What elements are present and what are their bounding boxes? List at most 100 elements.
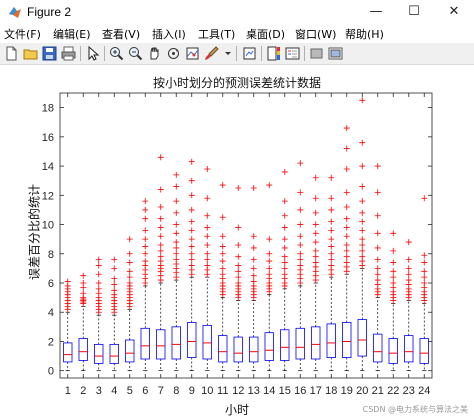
- zoom-out-icon[interactable]: [127, 45, 144, 62]
- open-folder-icon[interactable]: [22, 45, 39, 62]
- outlier-marker: [204, 195, 211, 202]
- menu-insert[interactable]: 插入(I): [152, 28, 186, 41]
- outlier-marker: [359, 198, 366, 205]
- box-group-hour-7: [156, 154, 166, 372]
- outlier-marker: [359, 163, 366, 170]
- x-tick-label: 5: [127, 385, 133, 397]
- box-group-hour-20: [357, 97, 367, 372]
- outlier-marker: [250, 265, 257, 272]
- outlier-marker: [188, 177, 195, 184]
- outlier-marker: [235, 224, 242, 231]
- window-title: Figure 2: [27, 5, 72, 19]
- outlier-marker: [250, 272, 257, 279]
- outlier-marker: [405, 265, 412, 272]
- show-plot-tools-icon[interactable]: [327, 45, 344, 62]
- outlier-marker: [142, 243, 149, 250]
- outlier-marker: [235, 274, 242, 281]
- iqr-box: [78, 338, 88, 361]
- outlier-marker: [219, 243, 226, 250]
- box-group-hour-23: [404, 239, 414, 372]
- x-tick-label: 16: [294, 385, 306, 397]
- outlier-marker: [142, 236, 149, 243]
- window-titlebar[interactable]: Figure 2 — ☐ ✕: [0, 0, 474, 24]
- outlier-marker: [421, 252, 428, 259]
- brush-icon[interactable]: [203, 45, 220, 62]
- menu-file[interactable]: 文件(F): [4, 28, 41, 41]
- outlier-marker: [126, 268, 133, 275]
- close-button[interactable]: ✕: [448, 4, 460, 19]
- y-tick-label: 16: [42, 132, 54, 144]
- outlier-marker: [142, 227, 149, 234]
- outlier-marker: [173, 198, 180, 205]
- outlier-marker: [359, 183, 366, 190]
- outlier-marker: [374, 271, 381, 278]
- outlier-marker: [390, 230, 397, 237]
- outlier-marker: [157, 186, 164, 193]
- brush-dropdown-icon[interactable]: [222, 45, 239, 62]
- chart-title: 按小时划分的预测误差统计数据: [152, 76, 321, 90]
- outlier-marker: [142, 206, 149, 213]
- outlier-marker: [312, 239, 319, 246]
- outlier-marker: [343, 215, 350, 222]
- legend-icon[interactable]: [284, 45, 301, 62]
- outlier-marker: [173, 209, 180, 216]
- x-tick-label: 20: [356, 385, 368, 397]
- save-icon[interactable]: [41, 45, 58, 62]
- outlier-marker: [80, 290, 87, 297]
- outlier-marker: [390, 268, 397, 275]
- menu-tools[interactable]: 工具(T): [198, 28, 236, 41]
- x-tick-label: 4: [111, 385, 117, 397]
- box-group-hour-8: [171, 171, 181, 372]
- link-plot-icon[interactable]: [241, 45, 258, 62]
- colorbar-icon[interactable]: [265, 45, 282, 62]
- outlier-marker: [297, 233, 304, 240]
- outlier-marker: [374, 265, 381, 272]
- pointer-icon[interactable]: [84, 45, 101, 62]
- outlier-marker: [359, 139, 366, 146]
- outlier-marker: [111, 256, 118, 263]
- iqr-box: [249, 336, 259, 363]
- outlier-marker: [297, 256, 304, 263]
- iqr-box: [218, 335, 228, 363]
- menu-desktop[interactable]: 桌面(D): [246, 28, 286, 41]
- menu-edit[interactable]: 编辑(E): [53, 28, 91, 41]
- y-tick-label: 18: [42, 103, 54, 115]
- outlier-marker: [281, 168, 288, 175]
- outlier-marker: [359, 218, 366, 225]
- rotate-icon[interactable]: [165, 45, 182, 62]
- outlier-marker: [421, 280, 428, 286]
- outlier-marker: [111, 287, 118, 294]
- outlier-marker: [328, 206, 335, 213]
- outlier-marker: [405, 277, 412, 284]
- minimize-button[interactable]: —: [369, 4, 383, 19]
- outlier-marker: [111, 281, 118, 288]
- new-file-icon[interactable]: [3, 45, 20, 62]
- iqr-box: [388, 338, 398, 364]
- menu-help[interactable]: 帮助(H): [345, 28, 384, 41]
- outlier-marker: [343, 125, 350, 132]
- outlier-marker: [359, 247, 366, 254]
- iqr-box: [63, 342, 73, 363]
- zoom-in-icon[interactable]: [108, 45, 125, 62]
- outlier-marker: [343, 204, 350, 210]
- outlier-marker: [111, 265, 118, 272]
- pan-icon[interactable]: [146, 45, 163, 62]
- outlier-marker: [281, 265, 288, 272]
- print-icon[interactable]: [60, 45, 77, 62]
- maximize-button[interactable]: ☐: [408, 4, 420, 19]
- figure-toolbar: [0, 43, 474, 65]
- menu-window[interactable]: 窗口(W): [295, 28, 337, 41]
- iqr-box: [404, 335, 414, 363]
- outlier-marker: [250, 185, 257, 191]
- outlier-marker: [126, 259, 133, 266]
- data-cursor-icon[interactable]: [184, 45, 201, 62]
- box-group-hour-16: [295, 160, 305, 372]
- outlier-marker: [219, 214, 226, 221]
- outlier-marker: [421, 195, 428, 202]
- hide-plot-tools-icon[interactable]: [308, 45, 325, 62]
- outlier-marker: [157, 154, 164, 161]
- outlier-marker: [312, 230, 319, 237]
- box-group-hour-11: [218, 182, 228, 372]
- menu-view[interactable]: 查看(V): [102, 28, 141, 41]
